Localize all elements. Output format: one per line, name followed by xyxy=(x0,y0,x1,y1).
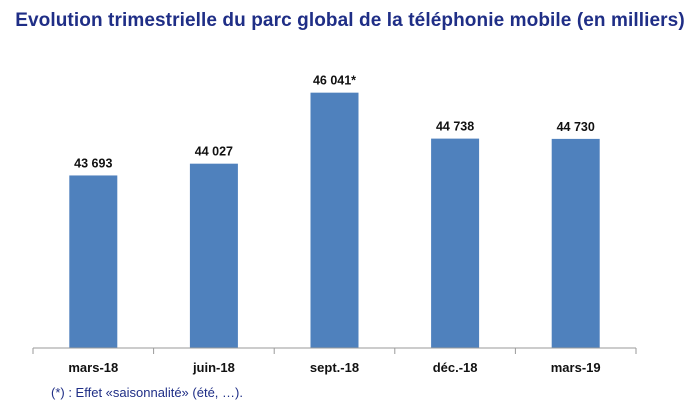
chart-title: Evolution trimestrielle du parc global d… xyxy=(15,10,685,31)
data-label: 44 730 xyxy=(557,120,595,134)
bar-juin-18 xyxy=(189,163,238,348)
data-label: 44 738 xyxy=(436,120,474,134)
x-tick-label: mars-18 xyxy=(68,360,118,375)
footnote: (*) : Effet «saisonnalité» (été, …). xyxy=(51,385,243,400)
data-label: 44 027 xyxy=(195,145,233,159)
x-axis: mars-18 juin-18 sept.-18 déc.-18 mars-19 xyxy=(32,347,637,375)
x-tick-label: déc.-18 xyxy=(433,360,478,375)
bars-group: 43 693 44 027 46 041* 44 738 44 730 xyxy=(69,74,600,348)
x-tick-label: sept.-18 xyxy=(310,360,359,375)
bar-mars-18 xyxy=(69,175,118,348)
data-label: 46 041* xyxy=(313,74,356,88)
data-label: 43 693 xyxy=(74,156,112,170)
bar-déc.-18 xyxy=(431,138,480,348)
bar-sept.-18 xyxy=(310,92,359,348)
bar-mars-19 xyxy=(551,138,600,348)
x-tick-label: juin-18 xyxy=(192,360,235,375)
x-tick-label: mars-19 xyxy=(551,360,601,375)
